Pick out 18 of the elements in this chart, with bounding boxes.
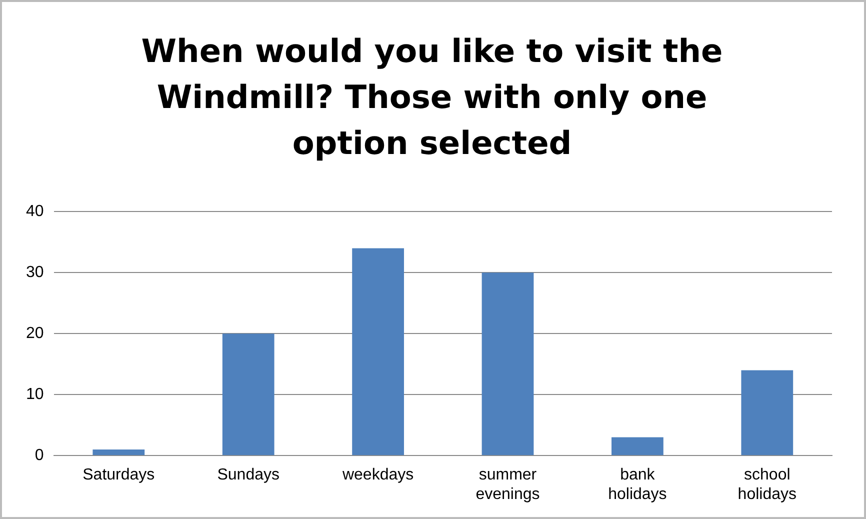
bar	[741, 370, 794, 456]
y-tick-label: 0	[34, 447, 44, 464]
bar	[92, 450, 145, 456]
y-tick-label: 20	[26, 325, 44, 342]
x-tick-label: weekdays	[341, 466, 414, 484]
x-tick-label: Sundays	[217, 466, 280, 484]
bar	[612, 437, 664, 456]
y-tick-label: 30	[26, 264, 44, 282]
x-tick-label: school holidays	[738, 466, 796, 503]
bar	[352, 248, 404, 456]
chart-title: When would you like to visit the Windmill? Those with only one option selected	[140, 31, 724, 164]
x-tick-label: summer evenings	[476, 466, 540, 503]
bar	[222, 334, 274, 456]
y-tick-label: 40	[26, 203, 44, 220]
x-tick-label: bank holidays	[608, 466, 667, 503]
bar	[482, 272, 534, 456]
y-tick-label: 10	[26, 386, 44, 404]
x-tick-label: Saturdays	[82, 466, 155, 484]
